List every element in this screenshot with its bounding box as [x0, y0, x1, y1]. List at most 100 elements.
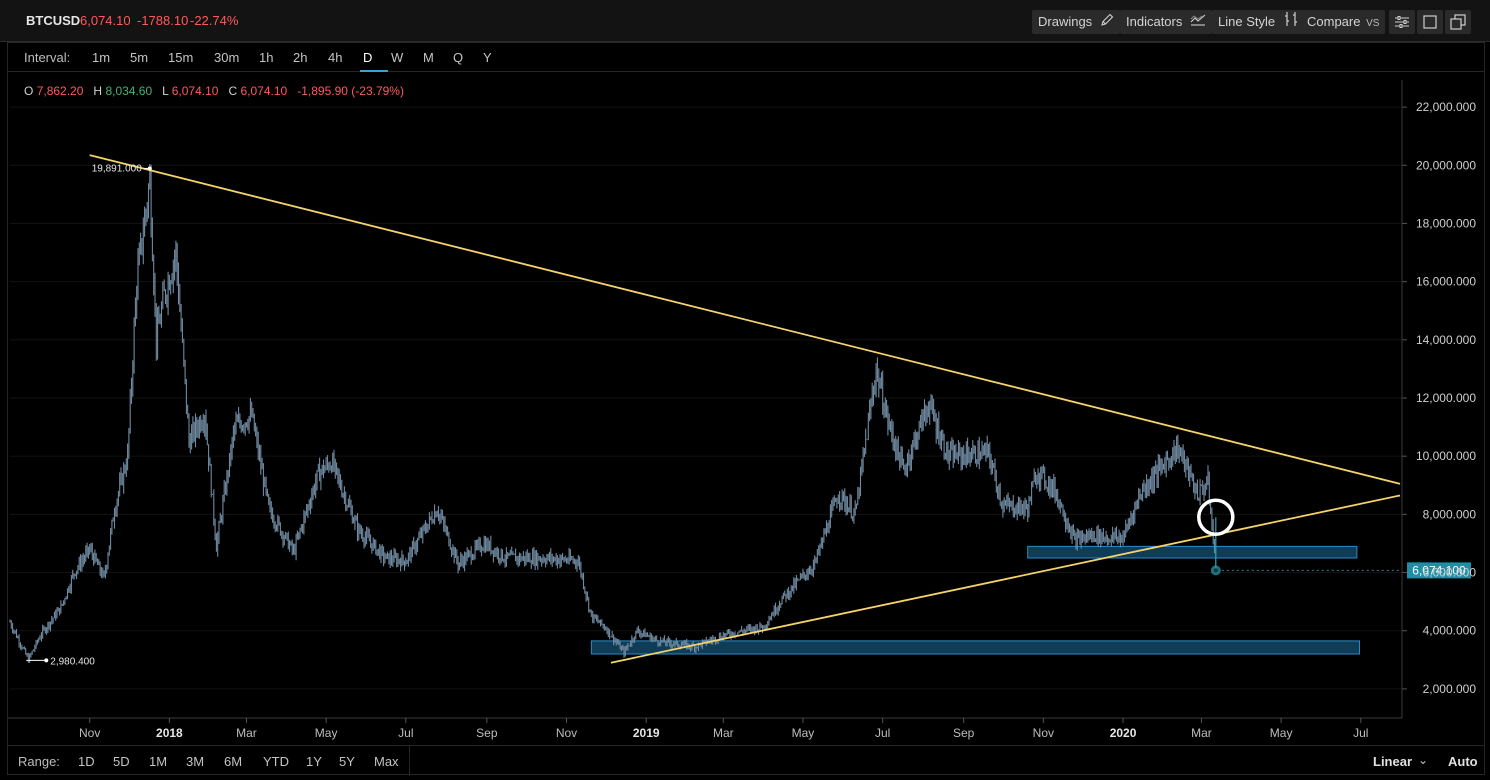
chevron-down-icon[interactable]: ⌄ — [1418, 753, 1429, 767]
pencil-icon — [1100, 11, 1114, 35]
y-axis: 2,000.000 4,000.000 6,000.000 8,000.000 10,0… — [1401, 80, 1477, 718]
symbol-price: 6,074.10 — [80, 13, 131, 28]
interval-d[interactable]: D — [363, 50, 373, 65]
symbol-change: -1788.10 — [137, 13, 189, 28]
drop-marker-center — [1213, 568, 1218, 573]
range-5y[interactable]: 5Y — [339, 754, 355, 769]
x-axis: Nov 2018 Mar May Jul Sep Nov 2019 Mar May Jul Sep No… — [8, 717, 1402, 740]
range-1d[interactable]: 1D — [78, 754, 95, 769]
y-tick-label: 20,000.000 — [1416, 158, 1476, 172]
low-value: 6,074.10 — [171, 84, 219, 98]
open-value: 7,862.20 — [36, 84, 84, 98]
x-tick-label: Jul — [875, 726, 890, 740]
interval-15m[interactable]: 15m — [168, 50, 194, 65]
range-3m[interactable]: 3M — [186, 754, 205, 769]
x-tick-label: Mar — [1191, 726, 1212, 740]
y-tick-label: 16,000.000 — [1416, 275, 1476, 289]
x-tick-label: May — [792, 726, 815, 740]
interval-1h[interactable]: 1h — [259, 50, 274, 65]
interval-q[interactable]: Q — [453, 50, 464, 65]
ascending-support — [610, 494, 1401, 664]
support-zone-low — [590, 640, 1361, 655]
open-label: O — [24, 84, 34, 98]
interval-30m[interactable]: 30m — [214, 50, 240, 65]
close-label: C — [228, 84, 238, 98]
x-tick-label: Sep — [953, 726, 975, 740]
range-1y[interactable]: 1Y — [306, 754, 322, 769]
compare-vs-label: VS — [1366, 18, 1380, 29]
x-tick-label: Nov — [79, 726, 100, 740]
price-series-layer — [9, 164, 1216, 663]
trendline-layer — [89, 154, 1401, 664]
x-tick-label: Sep — [476, 726, 498, 740]
current-price-badge — [1407, 562, 1471, 579]
top-toolbar: BTCUSD 6,074.10 -1788.10 -22.74% Drawing… — [0, 0, 1490, 42]
interval-1m[interactable]: 1m — [92, 50, 111, 65]
y-tick-label: 18,000.000 — [1416, 216, 1476, 230]
fullscreen-button[interactable] — [1417, 10, 1443, 34]
line-style-button[interactable]: Line Style — [1212, 10, 1305, 34]
descending-resistance — [89, 154, 1401, 485]
popout-icon — [1450, 14, 1466, 33]
compare-button[interactable]: Compare VS — [1301, 10, 1386, 34]
high-label: H — [93, 84, 103, 98]
close-value: 6,074.10 — [240, 84, 288, 98]
high-label: 19,891.000 — [92, 163, 142, 174]
grid-layer — [10, 106, 1402, 690]
x-tick-label: May — [1270, 726, 1293, 740]
annotation-layer: 19,891.000 2,980.400 6,074.100 — [26, 163, 1471, 667]
x-tick-label: 2019 — [633, 726, 660, 740]
price-bars — [9, 164, 1216, 663]
range-label: Range: — [18, 754, 60, 769]
high-value: 8,034.60 — [105, 84, 153, 98]
fullscreen-icon — [1423, 15, 1437, 32]
symbol-change-percent: -22.74% — [190, 13, 239, 28]
x-tick-label: Jul — [398, 726, 413, 740]
interval-2h[interactable]: 2h — [293, 50, 308, 65]
zone-layer — [590, 545, 1361, 655]
auto-scale-button[interactable]: Auto — [1448, 754, 1478, 769]
current-price-label: 6,074.100 — [1412, 563, 1466, 577]
compare-label: Compare — [1307, 14, 1361, 29]
settings-sliders-button[interactable] — [1389, 10, 1415, 34]
range-5d[interactable]: 5D — [113, 754, 130, 769]
ohlc-change: -1,895.90 (-23.79%) — [297, 84, 404, 98]
interval-m[interactable]: M — [423, 50, 434, 65]
x-tick-label: Mar — [236, 726, 257, 740]
drawings-button[interactable]: Drawings — [1032, 10, 1120, 34]
indicators-button[interactable]: Indicators — [1120, 10, 1212, 34]
scale-mode-select[interactable]: Linear — [1373, 754, 1413, 769]
symbol-name[interactable]: BTCUSD — [26, 13, 81, 28]
range-bar: Range: 1D 5D 1M 3M 6M YTD 1Y 5Y Max Line… — [8, 745, 1484, 776]
support-zone-mid — [1027, 545, 1358, 559]
ohlc-readout: O 7,862.20 H 8,034.60 L 6,074.10 C 6,074… — [24, 84, 404, 98]
range-6m[interactable]: 6M — [224, 754, 243, 769]
settings-sliders-icon — [1394, 15, 1410, 32]
low-label: L — [162, 84, 169, 98]
interval-4h[interactable]: 4h — [328, 50, 343, 65]
low-label: 2,980.400 — [50, 656, 95, 667]
x-tick-label: May — [315, 726, 338, 740]
popout-button[interactable] — [1445, 10, 1471, 34]
range-1m[interactable]: 1M — [149, 754, 168, 769]
x-tick-label: Nov — [556, 726, 577, 740]
x-tick-label: Mar — [713, 726, 734, 740]
y-tick-label: 2,000.000 — [1423, 682, 1477, 696]
y-tick-label: 14,000.000 — [1416, 333, 1476, 347]
interval-5m[interactable]: 5m — [130, 50, 149, 65]
x-tick-label: 2020 — [1110, 726, 1137, 740]
y-tick-label: 22,000.000 — [1416, 100, 1476, 114]
interval-w[interactable]: W — [391, 50, 404, 65]
range-ytd[interactable]: YTD — [263, 754, 289, 769]
low-marker — [44, 658, 49, 663]
range-max[interactable]: Max — [374, 754, 399, 769]
y-tick-label: 6,000.000 — [1423, 566, 1477, 580]
drawings-label: Drawings — [1038, 14, 1093, 29]
interval-bar: Interval: 1m 5m 15m 30m 1h 2h 4h D W M Q… — [8, 44, 1484, 72]
x-tick-label: Nov — [1033, 726, 1054, 740]
interval-y[interactable]: Y — [483, 50, 492, 65]
indicators-icon — [1190, 11, 1206, 35]
y-tick-label: 4,000.000 — [1423, 624, 1477, 638]
y-tick-label: 12,000.000 — [1416, 391, 1476, 405]
